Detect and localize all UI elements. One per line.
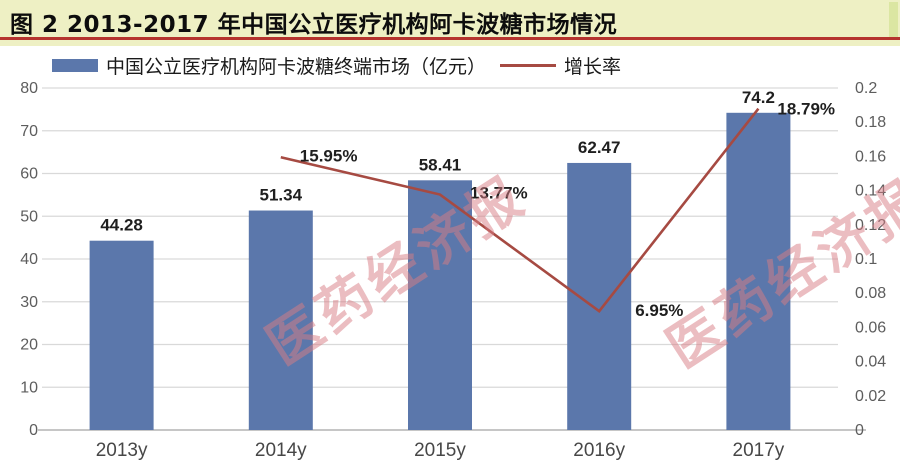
left-axis-tick-label: 30 xyxy=(20,294,38,311)
left-axis-tick-label: 20 xyxy=(20,337,38,354)
bar-value-label: 62.47 xyxy=(578,138,621,157)
right-axis-tick-label: 0.08 xyxy=(855,285,886,302)
line-value-label: 18.79% xyxy=(777,100,835,119)
right-axis-tick-label: 0.06 xyxy=(855,319,886,336)
left-axis-tick-label: 40 xyxy=(20,251,38,268)
right-axis-tick-label: 0.12 xyxy=(855,217,886,234)
figure-title-bar: 图 2 2013-2017 年中国公立医疗机构阿卡波糖市场情况 xyxy=(0,0,900,46)
legend-label-market: 中国公立医疗机构阿卡波糖终端市场（亿元） xyxy=(106,56,487,78)
bar-value-label: 58.41 xyxy=(419,155,462,174)
bar-value-label: 74.2 xyxy=(742,88,775,107)
chart-legend: 中国公立医疗机构阿卡波糖终端市场（亿元） 增长率 xyxy=(52,52,621,79)
line-value-label: 6.95% xyxy=(635,301,683,320)
title-underline xyxy=(0,37,900,40)
growth-rate-line xyxy=(280,107,760,313)
bar-2017y xyxy=(726,112,791,431)
right-axis-tick-label: 0.1 xyxy=(855,251,877,268)
x-axis-label: 2013y xyxy=(96,440,148,461)
right-axis-tick-label: 0.02 xyxy=(855,388,886,405)
left-axis-tick-label: 60 xyxy=(20,166,38,183)
right-axis-tick-label: 0.04 xyxy=(855,354,886,371)
x-axis-label: 2014y xyxy=(255,440,307,461)
right-axis-tick-label: 0.2 xyxy=(855,80,877,97)
left-axis-tick-label: 10 xyxy=(20,379,38,396)
right-axis-tick-label: 0.16 xyxy=(855,148,886,165)
right-axis-tick-label: 0.18 xyxy=(855,114,886,131)
left-axis-tick-label: 80 xyxy=(20,80,38,97)
right-axis-tick-label: 0.14 xyxy=(855,183,886,200)
bar-2013y xyxy=(89,240,154,430)
bar-2016y xyxy=(567,162,632,431)
x-axis-label: 2016y xyxy=(573,440,625,461)
figure-title: 图 2 2013-2017 年中国公立医疗机构阿卡波糖市场情况 xyxy=(10,12,618,38)
line-value-label: 15.95% xyxy=(300,146,358,165)
left-axis-tick-label: 50 xyxy=(20,208,38,225)
bar-value-label: 51.34 xyxy=(260,186,303,205)
line-value-label: 13.77% xyxy=(470,184,528,203)
x-axis-label: 2015y xyxy=(414,440,466,461)
left-axis-tick-label: 0 xyxy=(29,422,38,439)
right-axis-tick-label: 0 xyxy=(855,422,864,439)
line-series-swatch-icon xyxy=(500,64,557,67)
x-axis-label: 2017y xyxy=(733,440,785,461)
legend-item-growth: 增长率 xyxy=(500,52,621,79)
title-bar-right-edge xyxy=(889,2,898,40)
bar-series-swatch-icon xyxy=(52,59,98,72)
bar-2015y xyxy=(408,180,472,430)
bar-value-label: 44.28 xyxy=(100,216,143,235)
bar-2014y xyxy=(248,210,313,430)
legend-item-market: 中国公立医疗机构阿卡波糖终端市场（亿元） xyxy=(52,52,486,79)
legend-label-growth: 增长率 xyxy=(564,56,622,78)
left-axis-tick-label: 70 xyxy=(20,123,38,140)
